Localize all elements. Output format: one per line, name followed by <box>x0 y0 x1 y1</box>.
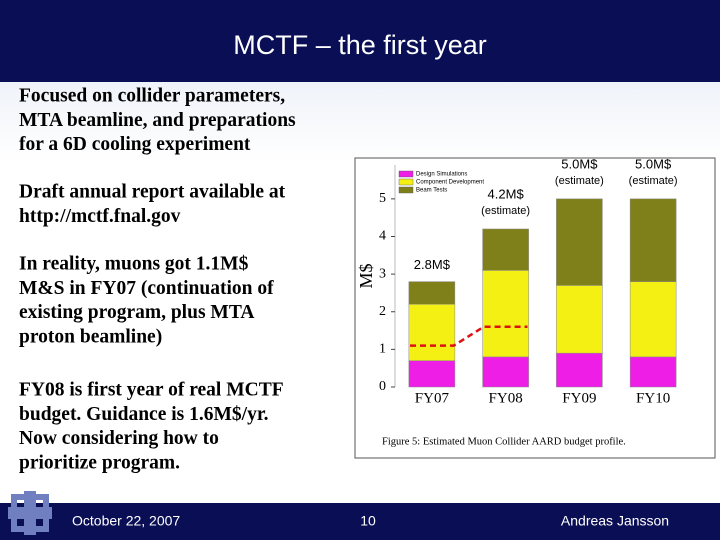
page-number: 10 <box>360 513 376 529</box>
total-label: 5.0M$ <box>561 156 598 171</box>
y-tick-label: 3 <box>379 266 386 281</box>
bullet-line: existing program, plus MTA <box>19 302 254 323</box>
bullet-line: MTA beamline, and preparations <box>19 110 296 131</box>
bullet-line: Focused on collider parameters, <box>19 85 285 106</box>
y-tick-label: 0 <box>379 379 386 394</box>
bullet-line: prioritize program. <box>19 452 180 473</box>
budget-line <box>410 325 528 347</box>
bar-segment <box>482 228 529 271</box>
bar-segment <box>408 360 456 388</box>
total-label: 5.0M$ <box>635 156 672 171</box>
bullet-line: In reality, muons got 1.1M$ <box>19 253 249 274</box>
bar-segment <box>482 356 529 388</box>
legend-label: Beam Tests <box>416 188 447 194</box>
bullet-line: proton beamline) <box>19 326 162 347</box>
total-note: (estimate) <box>629 175 678 187</box>
bar-segment <box>629 356 677 388</box>
footer-bar <box>0 503 720 540</box>
footer-date: October 22, 2007 <box>72 513 180 529</box>
legend-swatch <box>398 186 414 194</box>
bar-segment <box>629 281 677 358</box>
y-tick-label: 1 <box>379 342 386 357</box>
chart-caption: Figure 5: Estimated Muon Collider AARD b… <box>382 436 626 447</box>
slide-title: MCTF – the first year <box>233 30 487 60</box>
bullet-line: Now considering how to <box>19 428 219 449</box>
x-tick-label: FY10 <box>636 390 670 406</box>
y-axis-label: M$ <box>356 263 376 288</box>
legend-swatch <box>398 178 414 186</box>
bar-segment <box>556 285 603 354</box>
bar-segment <box>556 198 603 286</box>
total-note: (estimate) <box>555 175 604 187</box>
bullet-line: for a 6D cooling experiment <box>19 134 251 155</box>
bullet-line: budget. Guidance is 1.6M$/yr. <box>19 404 269 425</box>
x-tick-label: FY07 <box>415 390 450 406</box>
y-tick-label: 5 <box>379 191 386 206</box>
x-tick-label: FY08 <box>489 390 523 406</box>
bar-segment <box>482 270 529 358</box>
legend-label: Component Development <box>416 180 484 186</box>
logo <box>8 491 52 535</box>
total-label: 4.2M$ <box>488 186 525 201</box>
bullet-line: M&S in FY07 (continuation of <box>19 278 274 299</box>
y-tick-label: 4 <box>379 229 386 244</box>
title-bar <box>0 0 720 82</box>
bullet-line: FY08 is first year of real MCTF <box>19 379 284 400</box>
bar-segment <box>556 352 603 388</box>
x-tick-label: FY09 <box>562 390 596 406</box>
bar-segment <box>408 303 456 361</box>
legend-swatch <box>398 170 414 178</box>
footer-author: Andreas Jansson <box>561 513 669 529</box>
y-tick-label: 2 <box>379 304 386 319</box>
legend-label: Design Simulations <box>416 172 467 178</box>
bar-segment <box>408 281 456 305</box>
total-label: 2.8M$ <box>414 257 451 272</box>
bar-segment <box>629 198 677 282</box>
bullet-line: Draft annual report available at <box>19 181 286 202</box>
total-note: (estimate) <box>481 205 530 217</box>
bullet-line: http://mctf.fnal.gov <box>19 206 181 227</box>
